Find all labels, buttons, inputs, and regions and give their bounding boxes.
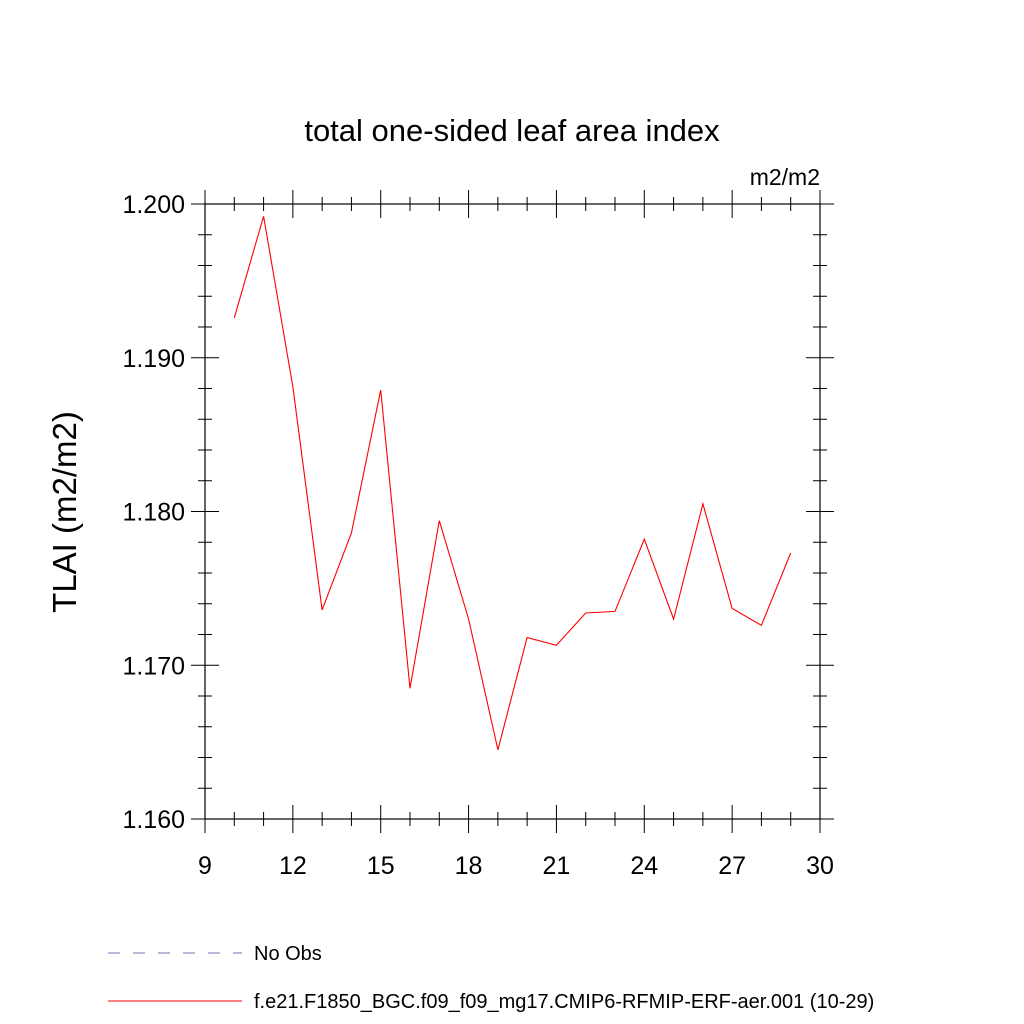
x-tick-label: 9	[198, 852, 212, 880]
y-tick-label: 1.160	[122, 806, 185, 834]
y-tick-label: 1.170	[122, 652, 185, 680]
chart-title: total one-sided leaf area index	[304, 113, 720, 148]
x-tick-label: 27	[718, 852, 746, 880]
y-tick-label: 1.200	[122, 191, 185, 219]
x-tick-label: 24	[630, 852, 658, 880]
x-tick-label: 15	[367, 852, 395, 880]
legend: No Obs f.e21.F1850_BGC.f09_f09_mg17.CMIP…	[108, 943, 874, 1013]
x-tick-label: 30	[806, 852, 834, 880]
y-axis-label: TLAI (m2/m2)	[46, 411, 83, 613]
y-tick-label: 1.190	[122, 345, 185, 373]
x-tick-label: 18	[455, 852, 483, 880]
plot-frame	[204, 203, 821, 820]
chart-units: m2/m2	[750, 164, 820, 190]
y-tick-label: 1.180	[122, 499, 185, 527]
series-line	[233, 216, 792, 750]
series-group	[233, 216, 792, 750]
legend-label-model: f.e21.F1850_BGC.f09_f09_mg17.CMIP6-RFMIP…	[254, 991, 874, 1013]
x-tick-labels: 9 12 15 18 21 24 27 30	[198, 852, 834, 880]
legend-label-no-obs: No Obs	[254, 943, 322, 965]
axis-ticks	[191, 190, 834, 833]
y-tick-labels: 1.160 1.170 1.180 1.190 1.200	[122, 191, 185, 834]
x-tick-label: 12	[279, 852, 307, 880]
x-tick-label: 21	[543, 852, 571, 880]
